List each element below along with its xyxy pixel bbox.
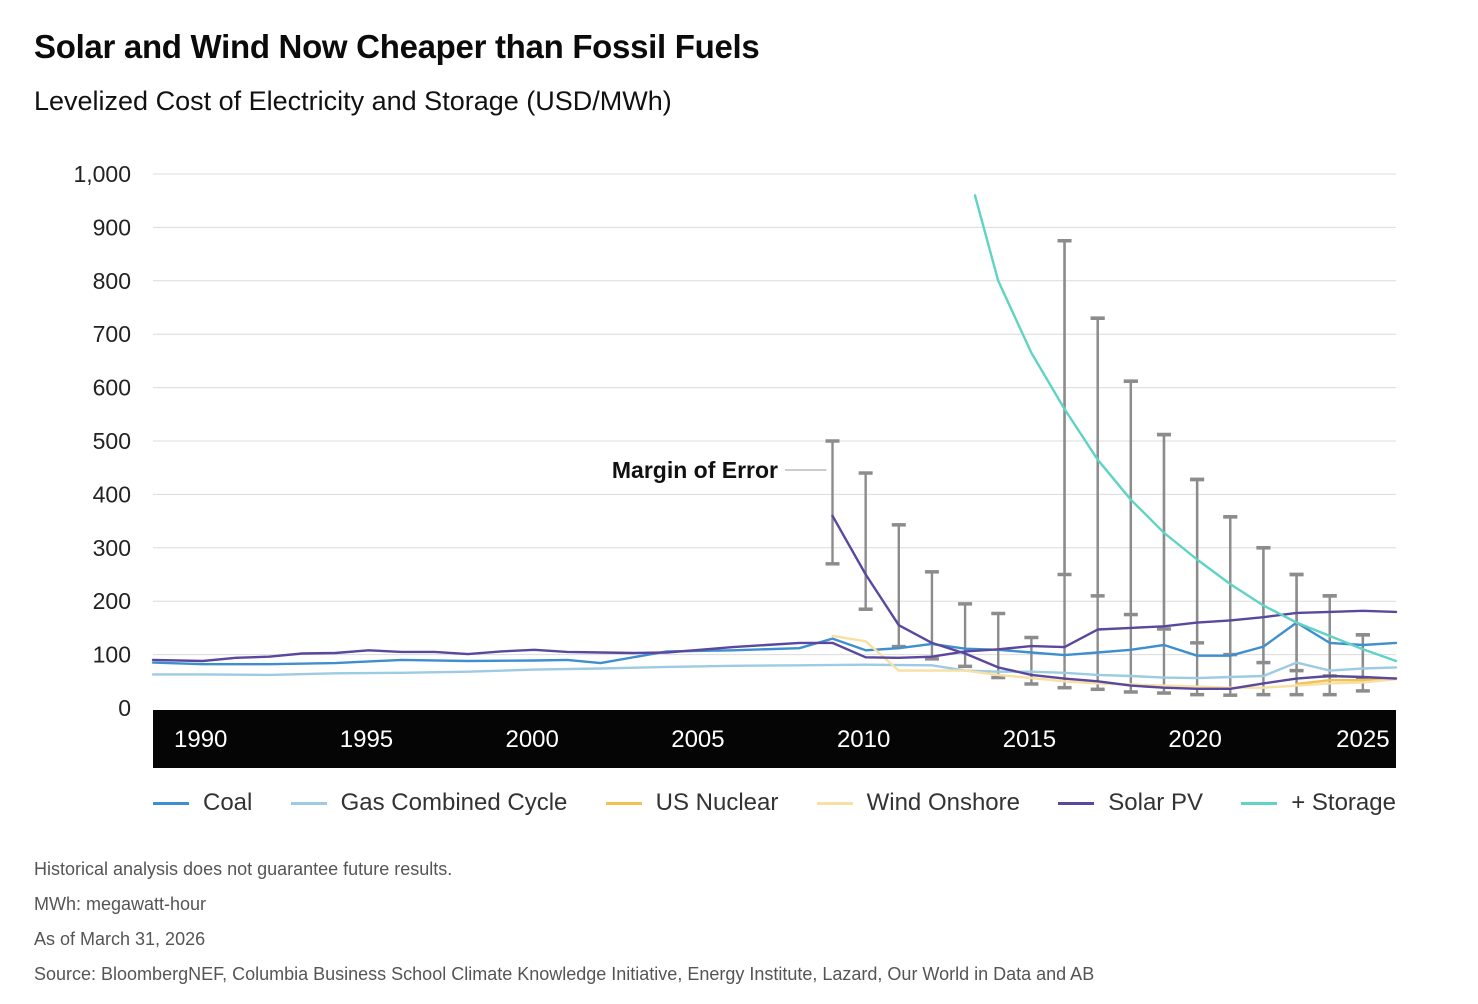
y-tick-label-900: 900 bbox=[93, 214, 131, 240]
error-bar-2020-16 bbox=[1190, 477, 1205, 645]
y-tick-label-800: 800 bbox=[93, 268, 131, 294]
series-line-gas-combined-cycle bbox=[151, 661, 1398, 680]
legend-swatch-nuclear bbox=[605, 801, 642, 805]
legend-item-solar: Solar PV bbox=[1058, 789, 1203, 817]
annotation-margin-of-error: Margin of Error bbox=[612, 457, 778, 483]
y-tick-label-1000: 1,000 bbox=[73, 161, 131, 187]
legend-item-storage: + Storage bbox=[1241, 789, 1396, 817]
error-bar-2010-1 bbox=[858, 471, 873, 611]
note-disclaimer: Historical analysis does not guarantee f… bbox=[34, 859, 453, 879]
note-unit: MWh: megawatt-hour bbox=[34, 894, 207, 914]
series-line-wind-onshore bbox=[831, 634, 1398, 689]
legend-item-nuclear: US Nuclear bbox=[605, 789, 779, 817]
legend-label-gas: Gas Combined Cycle bbox=[340, 789, 568, 816]
series-line-coal bbox=[151, 621, 1398, 666]
series-line-solar-pv bbox=[151, 609, 1398, 663]
y-tick-label-300: 300 bbox=[93, 535, 131, 561]
legend-label-nuclear: US Nuclear bbox=[655, 789, 779, 816]
legend-swatch-solar bbox=[1058, 801, 1095, 805]
series-line-us-nuclear bbox=[1295, 676, 1398, 686]
series-line-solar-pv-2009-decline bbox=[831, 514, 1398, 690]
x-tick-label-2000: 2000 bbox=[505, 726, 558, 753]
legend-item-coal: Coal bbox=[153, 789, 252, 817]
y-axis: 0 100 200 300 400 500 600 700 800 900 1,000 bbox=[73, 161, 131, 721]
chart-title: Solar and Wind Now Cheaper than Fossil F… bbox=[34, 28, 760, 65]
y-tick-label-400: 400 bbox=[93, 481, 131, 507]
annotation-layer: Margin of Error bbox=[612, 457, 827, 483]
error-bar-2017-10 bbox=[1090, 316, 1105, 598]
y-tick-label-200: 200 bbox=[93, 588, 131, 614]
series-lines bbox=[151, 194, 1398, 690]
x-tick-label-1995: 1995 bbox=[340, 726, 393, 753]
legend-item-gas: Gas Combined Cycle bbox=[290, 789, 568, 817]
footnotes: Historical analysis does not guarantee f… bbox=[34, 857, 1434, 997]
x-tick-label-2020: 2020 bbox=[1168, 726, 1221, 753]
x-tick-label-2005: 2005 bbox=[671, 726, 724, 753]
y-tick-label-500: 500 bbox=[93, 428, 131, 454]
y-tick-label-700: 700 bbox=[93, 321, 131, 347]
error-bar-2009-0 bbox=[825, 439, 840, 566]
legend-swatch-wind bbox=[816, 801, 853, 805]
error-bar-2013-4 bbox=[958, 602, 973, 669]
note-source: Source: BloombergNEF, Columbia Business … bbox=[34, 964, 1095, 984]
x-tick-label-2025: 2025 bbox=[1336, 726, 1389, 753]
legend-label-solar: Solar PV bbox=[1108, 789, 1203, 816]
y-tick-label-100: 100 bbox=[93, 642, 131, 668]
legend-label-storage: + Storage bbox=[1291, 789, 1396, 816]
legend-swatch-gas bbox=[290, 801, 327, 805]
grid-layer bbox=[153, 173, 1396, 656]
error-bar-2025-26 bbox=[1355, 633, 1370, 681]
x-tick-label-1990: 1990 bbox=[174, 726, 227, 753]
legend-swatch-coal bbox=[153, 801, 189, 805]
chart-subtitle: Levelized Cost of Electricity and Storag… bbox=[34, 86, 672, 116]
series-line-storage bbox=[973, 194, 1398, 663]
x-tick-label-2010: 2010 bbox=[837, 726, 890, 753]
y-tick-label-0: 0 bbox=[118, 695, 131, 721]
chart-legend: Coal Gas Combined Cycle US Nuclear Wind … bbox=[153, 786, 1396, 820]
x-axis-band bbox=[153, 710, 1396, 768]
legend-item-wind: Wind Onshore bbox=[816, 789, 1020, 817]
y-tick-label-600: 600 bbox=[93, 375, 131, 401]
x-tick-label-2015: 2015 bbox=[1003, 726, 1056, 753]
legend-swatch-storage bbox=[1241, 801, 1278, 805]
x-axis: 1990 1995 2000 2005 2010 2015 2020 2025 bbox=[153, 710, 1396, 768]
note-date: As of March 31, 2026 bbox=[34, 929, 206, 949]
error-bar-2021-18 bbox=[1223, 515, 1238, 657]
legend-label-wind: Wind Onshore bbox=[866, 789, 1020, 816]
error-bars bbox=[825, 239, 1370, 697]
legend-label-coal: Coal bbox=[203, 789, 253, 816]
